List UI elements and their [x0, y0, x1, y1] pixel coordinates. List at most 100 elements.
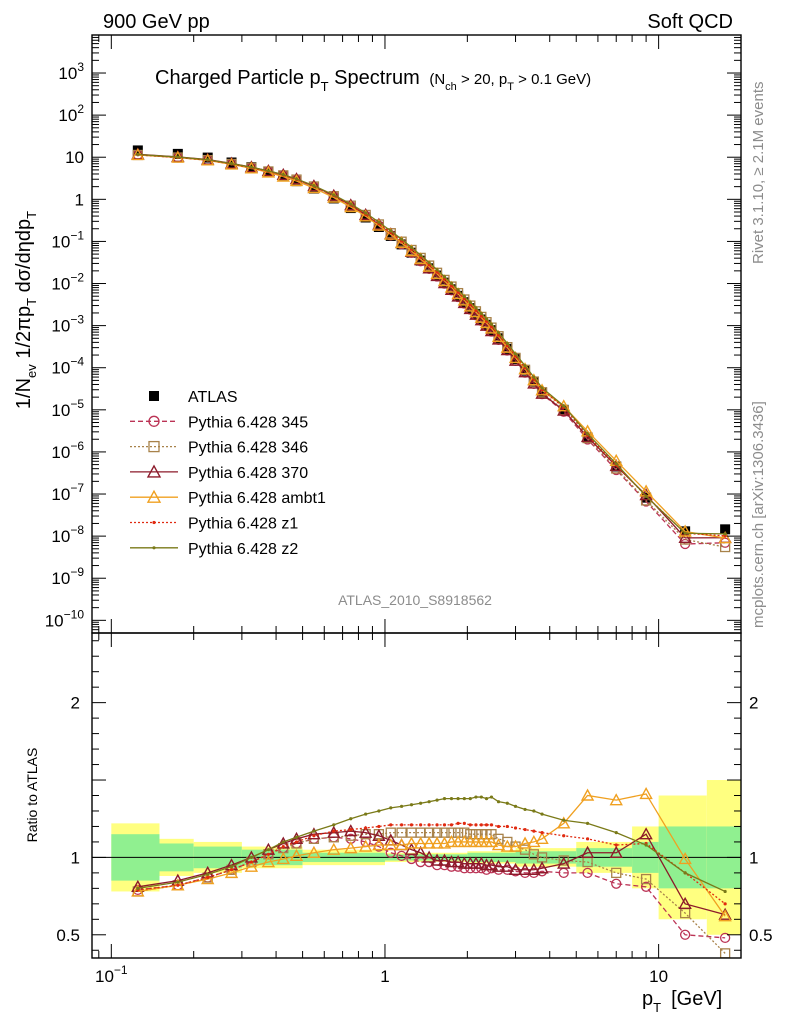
- ratio-marker: [528, 849, 540, 860]
- ratio-marker: [422, 836, 436, 849]
- atlas-point: [345, 203, 356, 214]
- ratio-marker: [489, 795, 494, 799]
- ratio-series-group: [131, 786, 732, 959]
- spectrum-marker: [474, 306, 478, 310]
- spectrum-marker: [496, 331, 501, 335]
- y-tick-label-top: 10−4: [51, 355, 84, 378]
- legend-entry-0: ATLAS: [149, 389, 238, 406]
- ratio-marker: [527, 834, 541, 848]
- ratio-marker: [344, 841, 358, 854]
- ratio-marker: [513, 826, 518, 830]
- ratio-marker: [444, 834, 459, 848]
- ratio-marker: [484, 834, 499, 848]
- ratio-marker: [611, 867, 622, 879]
- spectrum-marker: [249, 165, 253, 169]
- ratio-marker: [294, 835, 299, 839]
- legend-label: Pythia 6.428 370: [188, 465, 308, 482]
- ratio-marker: [719, 932, 731, 944]
- y-tick-label-top: 10: [65, 148, 84, 167]
- ratio-line: [137, 796, 726, 893]
- spectrum-marker: [723, 532, 727, 536]
- legend-entry-5: Pythia 6.428 z1: [130, 516, 298, 533]
- ratio-marker: [249, 855, 253, 860]
- spectrum-marker: [468, 300, 472, 304]
- ratio-marker: [206, 872, 210, 877]
- ratio-marker: [513, 804, 518, 808]
- spectrum-marker: [427, 261, 431, 265]
- ratio-marker: [409, 823, 414, 827]
- ratio-marker: [644, 843, 648, 847]
- ratio-marker: [639, 786, 653, 800]
- ratio-frame: [91, 632, 742, 959]
- ratio-marker: [396, 850, 407, 862]
- ratio-marker: [484, 823, 489, 827]
- spectrum-series-Pythia-6428-370: [131, 147, 732, 544]
- atlas-point: [510, 354, 521, 365]
- spectrum-line: [137, 153, 726, 535]
- ratio-marker: [312, 829, 316, 833]
- legend-entry-1: Pythia 6.428 345: [130, 414, 308, 431]
- spectrum-series-Pythia-6428-ambt1: [131, 148, 732, 544]
- ratio-marker: [307, 845, 321, 858]
- atlas-point: [537, 387, 548, 398]
- ratio-marker: [479, 823, 483, 827]
- spectrum-marker: [422, 261, 436, 274]
- legend-label: Pythia 6.428 z1: [188, 516, 298, 533]
- ratio-marker: [437, 853, 452, 866]
- spectrum-marker: [312, 184, 316, 188]
- ratio-marker: [479, 795, 483, 799]
- ratio-marker: [419, 823, 423, 827]
- ratio-marker: [474, 823, 478, 827]
- ratio-marker: [377, 824, 381, 829]
- ratio-marker: [535, 861, 549, 874]
- x-axis-label: pT [GeV]: [642, 988, 722, 1015]
- ratio-marker: [476, 829, 487, 840]
- y-tick-label-ratio-right: 0.5: [749, 926, 773, 945]
- ratio-marker: [396, 827, 407, 838]
- ratio-marker: [678, 896, 692, 910]
- spectrum-marker: [444, 282, 459, 296]
- ratio-marker: [349, 817, 353, 821]
- ratio-marker: [206, 875, 210, 880]
- y-tick-label-top: 10−7: [51, 481, 84, 504]
- ratio-marker: [384, 838, 398, 851]
- ratio-marker: [435, 823, 439, 827]
- ratio-marker: [532, 829, 536, 833]
- spectrum-marker: [344, 198, 358, 211]
- ratio-marker: [404, 836, 419, 849]
- spectrum-marker: [430, 266, 444, 280]
- x-tick-label: 10−1: [95, 963, 128, 986]
- ratio-marker: [377, 809, 381, 813]
- ratio-marker: [527, 862, 541, 875]
- ratio-marker: [358, 839, 373, 852]
- ratio-marker: [470, 829, 482, 840]
- ratio-marker: [679, 929, 691, 940]
- spectrum-line: [137, 154, 726, 548]
- ratio-marker: [176, 880, 180, 884]
- ratio-marker: [389, 806, 393, 810]
- ratio-marker: [557, 816, 571, 829]
- ratio-marker: [614, 831, 618, 835]
- legend-label: ATLAS: [188, 389, 238, 406]
- spectrum-marker: [281, 173, 285, 177]
- legend-marker: [149, 391, 159, 401]
- spectrum-marker: [394, 236, 409, 249]
- spectrum-marker: [294, 177, 299, 181]
- ratio-marker: [385, 827, 396, 838]
- mcplots-label: mcplots.cern.ch [arXiv:1306.3436]: [750, 401, 767, 628]
- ratio-marker: [718, 907, 732, 920]
- y-tick-label-top: 10−1: [51, 228, 84, 251]
- legend-marker: [152, 546, 156, 550]
- ratio-marker: [500, 839, 515, 852]
- ratio-marker: [723, 889, 727, 894]
- legend-label: Pythia 6.428 ambt1: [188, 490, 326, 507]
- spectrum-marker: [404, 244, 419, 257]
- ratio-marker: [224, 865, 239, 879]
- svg-text:pT[GeV]: pT [GeV]: [642, 988, 722, 1015]
- y-tick-label-top: 10−3: [51, 313, 84, 336]
- ratio-marker: [349, 827, 353, 832]
- ratio-marker: [500, 859, 515, 872]
- atlas-point: [360, 212, 371, 223]
- legend-marker: [148, 415, 160, 427]
- ratio-marker: [611, 878, 622, 889]
